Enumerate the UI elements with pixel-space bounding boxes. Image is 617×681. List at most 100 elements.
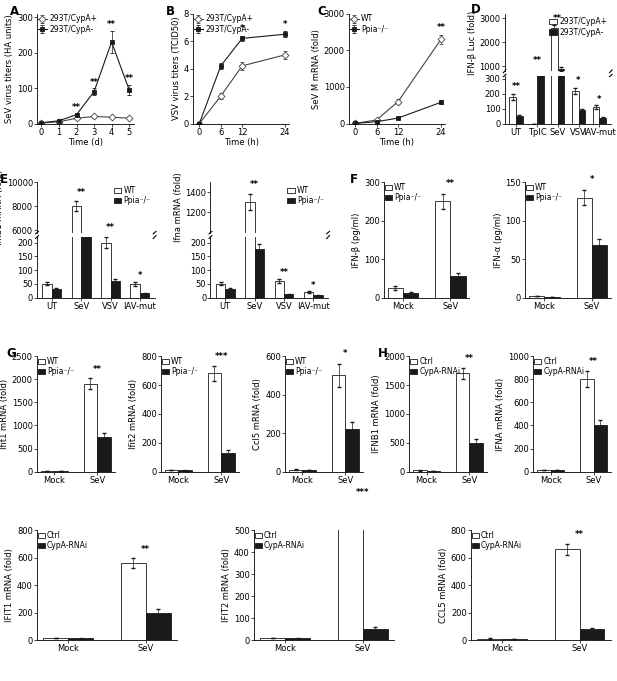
Bar — [572, 85, 579, 91]
Y-axis label: IFNA mRNA (fold): IFNA mRNA (fold) — [496, 377, 505, 451]
Text: **: ** — [446, 180, 455, 189]
Bar — [510, 86, 516, 91]
Bar — [516, 116, 523, 123]
Y-axis label: IFNB1 mRNA (fold): IFNB1 mRNA (fold) — [372, 375, 381, 454]
Bar — [260, 638, 285, 640]
Bar — [516, 89, 523, 91]
Bar — [435, 202, 450, 298]
Bar — [580, 379, 594, 472]
Bar — [165, 470, 178, 472]
Bar — [72, 206, 81, 302]
Text: *: * — [343, 349, 347, 358]
Text: ***: *** — [356, 488, 370, 497]
Bar — [579, 89, 585, 91]
Legend: WT, Ppia⁻/⁻: WT, Ppia⁻/⁻ — [162, 357, 198, 376]
Bar — [403, 293, 418, 298]
Bar — [110, 281, 120, 298]
Bar — [255, 316, 264, 334]
Bar — [599, 118, 606, 123]
Text: **: ** — [553, 14, 562, 22]
Text: B: B — [166, 5, 175, 18]
Y-axis label: VSV virus titers (TCID50): VSV virus titers (TCID50) — [172, 17, 181, 121]
Bar — [178, 471, 192, 472]
Bar — [510, 97, 516, 123]
Legend: 293T/CypA+, 293T/CypA-: 293T/CypA+, 293T/CypA- — [194, 14, 253, 33]
Bar — [572, 91, 579, 123]
Bar — [275, 281, 284, 298]
Bar — [216, 284, 225, 298]
Y-axis label: Ifit2 mRNA (fold): Ifit2 mRNA (fold) — [130, 379, 138, 449]
Text: **: ** — [93, 365, 102, 374]
Bar — [207, 373, 222, 472]
Bar — [289, 470, 302, 472]
Bar — [43, 284, 52, 298]
Text: F: F — [350, 173, 358, 186]
Text: G: G — [6, 347, 16, 360]
Bar — [304, 332, 313, 334]
Text: **: ** — [125, 74, 134, 83]
Bar — [41, 471, 54, 472]
Bar — [346, 429, 359, 472]
Bar — [577, 197, 592, 298]
Bar — [558, 0, 565, 123]
Bar — [255, 249, 264, 298]
Text: *: * — [311, 281, 315, 291]
Legend: Ctrl, CypA-RNAi: Ctrl, CypA-RNAi — [471, 531, 522, 550]
Text: *: * — [138, 271, 142, 281]
Bar — [81, 276, 91, 302]
Text: *: * — [597, 95, 602, 104]
Bar — [68, 639, 93, 640]
Bar — [426, 471, 441, 472]
Text: *: * — [283, 20, 288, 29]
Bar — [332, 375, 346, 472]
Bar — [81, 0, 91, 298]
Y-axis label: Ifit1 mRNA (fold): Ifit1 mRNA (fold) — [0, 379, 9, 449]
Bar — [121, 563, 146, 640]
Bar — [101, 242, 110, 298]
Bar — [388, 288, 403, 298]
Bar — [43, 638, 68, 640]
Bar — [550, 470, 565, 472]
Bar — [284, 294, 293, 298]
Bar — [599, 90, 606, 91]
Text: **: ** — [141, 545, 151, 554]
Bar — [456, 373, 470, 472]
Legend: Ctrl, CypA-RNAi: Ctrl, CypA-RNAi — [410, 357, 460, 376]
Text: **: ** — [589, 357, 598, 366]
Legend: WT, Ppia⁻/⁻: WT, Ppia⁻/⁻ — [384, 183, 421, 202]
Y-axis label: IFIT1 mRNA (fold): IFIT1 mRNA (fold) — [5, 548, 14, 622]
Bar — [83, 384, 97, 472]
Legend: 293T/CypA+, 293T/CypA-: 293T/CypA+, 293T/CypA- — [549, 18, 607, 37]
Legend: WT, Ppia⁻/⁻: WT, Ppia⁻/⁻ — [286, 357, 322, 376]
Text: **: ** — [465, 353, 474, 362]
Bar — [551, 28, 558, 91]
Y-axis label: SeV M mRNA (fold): SeV M mRNA (fold) — [312, 29, 321, 108]
Text: A: A — [10, 5, 19, 18]
Text: **: ** — [575, 530, 584, 539]
Bar — [551, 0, 558, 123]
Bar — [284, 332, 293, 334]
Bar — [245, 202, 255, 334]
Text: **: ** — [511, 82, 521, 91]
Bar — [593, 88, 599, 91]
Bar — [363, 629, 387, 640]
Bar — [225, 330, 234, 334]
Text: **: ** — [280, 268, 289, 277]
Bar — [338, 513, 363, 640]
Y-axis label: IFN-β (pg/ml): IFN-β (pg/ml) — [352, 212, 361, 268]
Bar — [304, 292, 313, 298]
Bar — [477, 639, 502, 640]
Y-axis label: IFIT2 mRNA (fold): IFIT2 mRNA (fold) — [222, 548, 231, 622]
Bar — [225, 289, 234, 298]
Text: **: ** — [89, 78, 99, 87]
Bar — [544, 297, 560, 298]
Bar — [470, 443, 483, 472]
Y-axis label: IFN-β Luc (fold): IFN-β Luc (fold) — [468, 10, 476, 75]
Y-axis label: Ifnb1 mRNA (fold): Ifnb1 mRNA (fold) — [0, 170, 4, 245]
Bar — [555, 550, 579, 640]
Legend: WT, Ppia⁻/⁻: WT, Ppia⁻/⁻ — [526, 183, 562, 202]
Bar — [222, 453, 235, 472]
Text: D: D — [471, 3, 481, 16]
Text: E: E — [0, 173, 7, 186]
Text: *: * — [240, 24, 244, 33]
